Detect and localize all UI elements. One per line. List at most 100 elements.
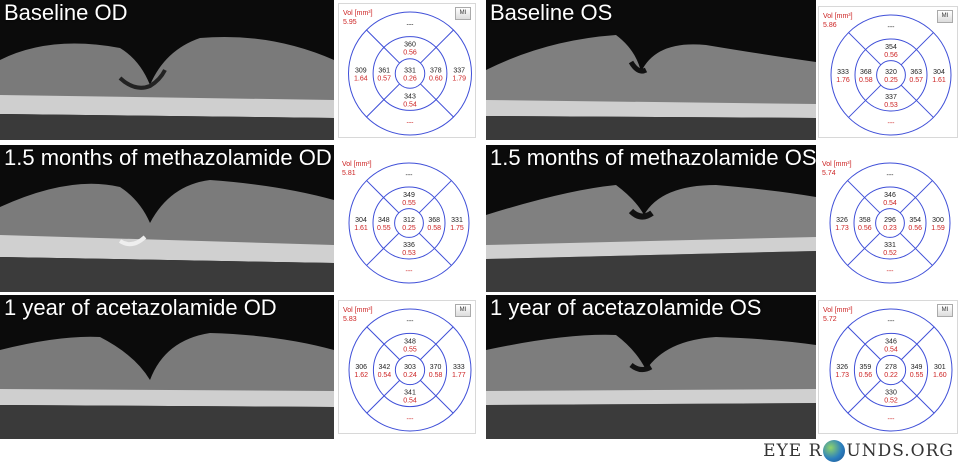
oct-scan-meth-os: 1.5 months of methazolamide OS — [486, 145, 816, 292]
sector-left-inner-thickness: 348 — [378, 217, 390, 224]
scan-title: 1.5 months of methazolamide OS — [490, 145, 816, 170]
center-ring — [875, 208, 905, 238]
sector-top-inner-volume: 0.55 — [402, 200, 416, 207]
center-ring — [876, 60, 906, 90]
mi-button[interactable]: MI — [455, 7, 471, 20]
volume-label: Vol [mm³] 5.81 — [342, 161, 372, 177]
sector-top-inner-thickness: 354 — [885, 44, 897, 51]
mi-button[interactable]: MI — [937, 10, 953, 23]
oct-scan-image — [0, 145, 334, 292]
sector-bottom-inner-thickness: 343 — [404, 93, 416, 100]
sector-divider — [899, 232, 933, 266]
sector-divider — [848, 84, 882, 118]
sector-right-outer-volume: 1.77 — [452, 372, 466, 379]
sector-top-inner-volume: 0.56 — [884, 52, 898, 59]
sector-bottom-outer: --- — [888, 120, 896, 127]
sector-bottom-outer: --- — [888, 416, 896, 423]
sector-bottom-inner-volume: 0.53 — [402, 250, 416, 257]
sector-right-inner-thickness: 354 — [909, 217, 921, 224]
eyerounds-logo: EYE R UNDS.ORG — [763, 438, 954, 464]
sector-divider — [419, 326, 454, 361]
sector-divider — [366, 232, 400, 266]
sector-left-outer-volume: 1.73 — [835, 372, 849, 379]
sector-left-inner-volume: 0.55 — [377, 225, 391, 232]
sector-center-volume: 0.26 — [403, 76, 417, 83]
sector-top-inner-volume: 0.54 — [883, 200, 897, 207]
center-ring — [394, 208, 424, 238]
sector-left-outer-volume: 1.76 — [836, 77, 850, 84]
sector-top-inner-thickness: 346 — [884, 192, 896, 199]
sector-divider — [847, 326, 882, 361]
scan-title: 1 year of acetazolamide OS — [490, 295, 762, 320]
sector-right-outer-volume: 1.79 — [452, 76, 466, 83]
sector-bottom-outer: --- — [407, 416, 415, 423]
sector-divider — [366, 29, 400, 64]
sector-center-thickness: 331 — [404, 68, 416, 75]
sector-top-outer: --- — [406, 172, 414, 179]
sector-top-inner-volume: 0.55 — [403, 346, 417, 353]
sector-divider — [847, 232, 881, 266]
sector-top-outer: --- — [407, 318, 415, 325]
sector-right-inner-volume: 0.57 — [909, 77, 923, 84]
sector-bottom-inner-volume: 0.53 — [884, 102, 898, 109]
sector-divider — [900, 379, 935, 414]
outer-ring — [348, 162, 470, 284]
sector-left-inner-thickness: 358 — [859, 217, 871, 224]
sector-bottom-inner-thickness: 336 — [403, 242, 415, 249]
oct-scan-image — [0, 295, 334, 439]
outer-ring — [348, 308, 472, 432]
volume-label: Vol [mm³] 5.83 — [343, 307, 373, 323]
etdrs-grid: ------3460.543310.523261.733580.562960.2… — [829, 162, 951, 284]
sector-right-inner-thickness: 349 — [911, 364, 923, 371]
sector-divider — [900, 84, 934, 118]
sector-divider — [420, 29, 454, 64]
sector-left-outer-volume: 1.61 — [354, 225, 368, 232]
oct-scan-image — [486, 295, 816, 439]
outer-ring — [830, 14, 952, 136]
sector-right-outer-volume: 1.59 — [931, 225, 945, 232]
sector-top-outer: --- — [888, 24, 896, 31]
sector-divider — [418, 180, 452, 214]
sector-bottom-inner-thickness: 331 — [884, 242, 896, 249]
sector-right-outer-thickness: 333 — [453, 364, 465, 371]
mi-button[interactable]: MI — [937, 304, 953, 317]
sector-left-outer-thickness: 326 — [836, 217, 848, 224]
scan-title: Baseline OD — [4, 0, 128, 25]
sector-divider — [420, 83, 454, 118]
brand-text-left: EYE R — [763, 441, 823, 461]
sector-right-inner-volume: 0.60 — [429, 76, 443, 83]
inner-ring — [854, 38, 928, 112]
sector-right-inner-volume: 0.58 — [427, 225, 441, 232]
volume-label: Vol [mm³] 5.95 — [343, 10, 373, 26]
sector-left-inner-thickness: 342 — [379, 364, 391, 371]
oct-scan-acet-od: 1 year of acetazolamide OD — [0, 295, 334, 439]
sector-center-volume: 0.22 — [884, 372, 898, 379]
oct-scan-baseline-os: Baseline OS — [486, 0, 816, 140]
volume-label: Vol [mm³] 5.86 — [823, 13, 853, 29]
sector-top-outer: --- — [888, 318, 896, 325]
thickness-map-baseline-os: Vol [mm³] 5.86 MI --- --- 354 0.56 337 0.53 333… — [818, 6, 958, 138]
sector-top-inner-volume: 0.54 — [884, 346, 898, 353]
sector-right-outer-volume: 1.60 — [933, 372, 947, 379]
mi-button[interactable]: MI — [455, 304, 471, 317]
thickness-map-acet-od: Vol [mm³] 5.83 MI --- --- 348 0.55 341 0.54 306… — [338, 300, 476, 434]
sector-right-outer-thickness: 337 — [453, 68, 465, 75]
sector-top-inner-thickness: 346 — [885, 338, 897, 345]
sector-bottom-inner-thickness: 341 — [404, 390, 416, 397]
inner-ring — [372, 186, 446, 260]
sector-center-thickness: 303 — [404, 364, 416, 371]
sector-center-volume: 0.25 — [884, 77, 898, 84]
etdrs-grid: ------3480.553410.543061.623420.543030.2… — [348, 308, 472, 432]
thickness-map-baseline-od: Vol [mm³] 5.95 MI --- --- 360 0.56 343 0.54 309… — [338, 3, 476, 138]
sector-right-inner-volume: 0.55 — [910, 372, 924, 379]
sector-divider — [366, 83, 400, 118]
center-ring — [394, 58, 426, 89]
sector-right-outer-thickness: 331 — [451, 217, 463, 224]
etdrs-grid: ------3490.553360.533041.613480.553120.2… — [348, 162, 470, 284]
center-ring — [394, 354, 426, 386]
sector-left-inner-volume: 0.56 — [858, 225, 872, 232]
oct-scan-image — [0, 0, 334, 140]
sector-right-outer-thickness: 300 — [932, 217, 944, 224]
